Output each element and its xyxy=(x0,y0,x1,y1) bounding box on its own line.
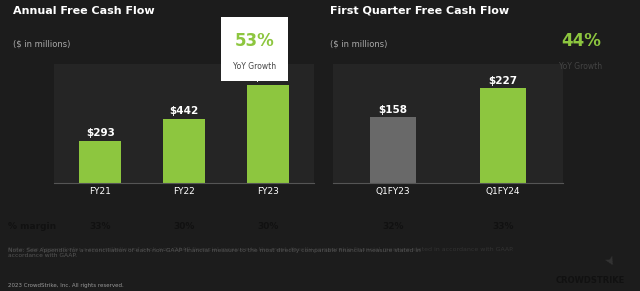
Text: YoY Growth: YoY Growth xyxy=(233,62,276,71)
Text: $293: $293 xyxy=(86,128,115,138)
Text: ($ in millions): ($ in millions) xyxy=(330,39,387,48)
Bar xyxy=(79,141,122,183)
Text: CROWDSTRIKE: CROWDSTRIKE xyxy=(556,276,625,285)
Text: Annual Free Cash Flow: Annual Free Cash Flow xyxy=(13,6,154,16)
Text: accordance with GAAP.: accordance with GAAP. xyxy=(8,253,77,258)
Text: Note: See Appendix for a reconciliation of each non-GAAP financial measure to th: Note: See Appendix for a reconciliation … xyxy=(8,247,514,252)
Text: $442: $442 xyxy=(170,107,198,116)
Text: 30%: 30% xyxy=(257,222,278,231)
Text: 53%: 53% xyxy=(234,32,275,50)
Bar xyxy=(370,117,416,183)
Text: 2023 CrowdStrike, Inc. All rights reserved.: 2023 CrowdStrike, Inc. All rights reserv… xyxy=(8,283,124,288)
Text: 33%: 33% xyxy=(492,222,514,231)
Text: $158: $158 xyxy=(379,105,408,115)
Text: 32%: 32% xyxy=(382,222,404,231)
Text: YoY Growth: YoY Growth xyxy=(559,62,602,71)
Text: 44%: 44% xyxy=(561,32,601,50)
Bar xyxy=(246,85,289,183)
Text: ($ in millions): ($ in millions) xyxy=(13,39,70,48)
Bar xyxy=(163,119,205,183)
Text: ➤: ➤ xyxy=(600,254,616,270)
Text: $677: $677 xyxy=(253,72,282,82)
Text: First Quarter Free Cash Flow: First Quarter Free Cash Flow xyxy=(330,6,509,16)
Text: % margin: % margin xyxy=(8,222,56,231)
Bar xyxy=(480,88,526,183)
Text: $227: $227 xyxy=(488,76,517,86)
Text: 30%: 30% xyxy=(173,222,195,231)
Text: 33%: 33% xyxy=(90,222,111,231)
FancyBboxPatch shape xyxy=(219,15,290,83)
Text: Note: See Appendix for a reconciliation of each non-GAAP financial measure to th: Note: See Appendix for a reconciliation … xyxy=(8,248,420,253)
